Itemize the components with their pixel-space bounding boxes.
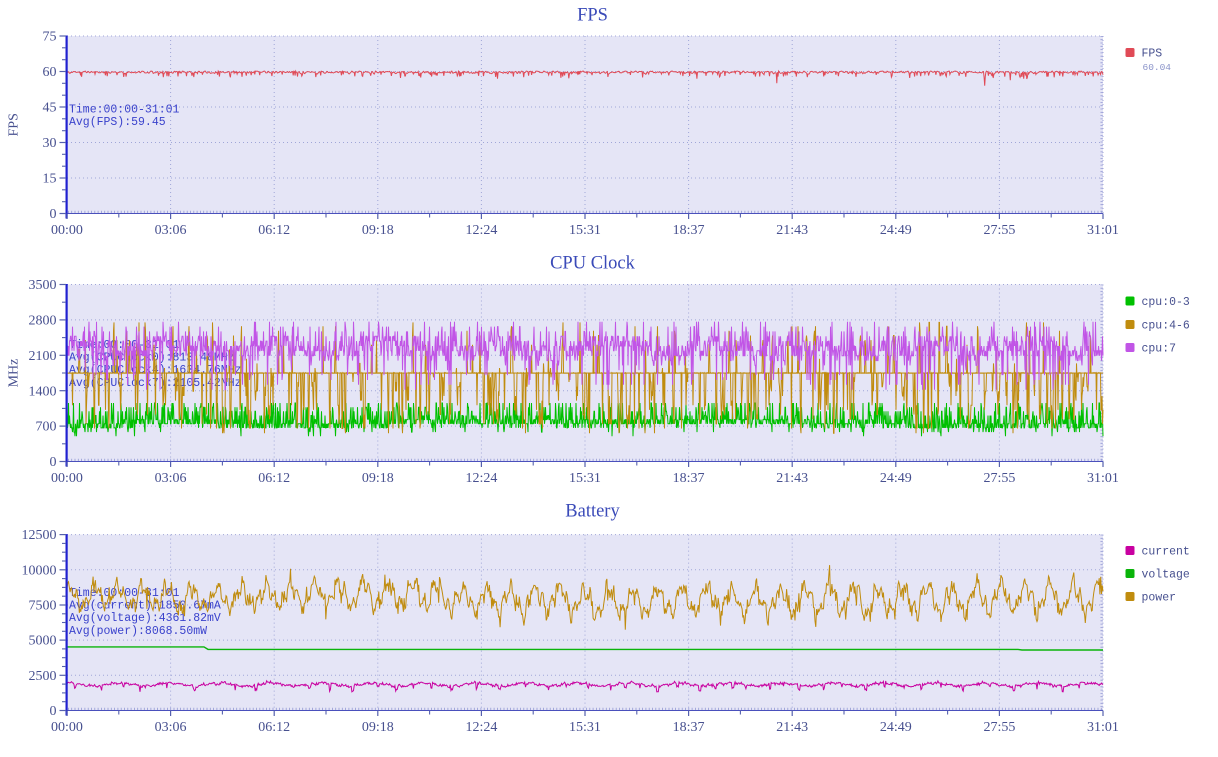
svg-text:12:24: 12:24 bbox=[465, 223, 497, 238]
svg-text:21:43: 21:43 bbox=[776, 720, 808, 735]
svg-text:15:31: 15:31 bbox=[569, 471, 601, 486]
svg-text:cpu:0-3: cpu:0-3 bbox=[1142, 296, 1190, 309]
svg-text:09:18: 09:18 bbox=[362, 471, 394, 486]
svg-text:7500: 7500 bbox=[29, 599, 57, 614]
svg-text:60.04: 60.04 bbox=[1143, 62, 1172, 73]
svg-text:18:37: 18:37 bbox=[673, 471, 705, 486]
svg-text:current: current bbox=[1142, 546, 1190, 559]
svg-text:power: power bbox=[1142, 592, 1177, 605]
svg-text:Avg(voltage):4361.82mV: Avg(voltage):4361.82mV bbox=[69, 612, 221, 625]
svg-text:00:00: 00:00 bbox=[51, 223, 83, 238]
svg-text:15:31: 15:31 bbox=[569, 720, 601, 735]
svg-text:24:49: 24:49 bbox=[880, 223, 912, 238]
svg-text:03:06: 03:06 bbox=[155, 720, 187, 735]
svg-text:CPU Clock: CPU Clock bbox=[550, 253, 636, 273]
svg-text:Avg(power):8068.50mW: Avg(power):8068.50mW bbox=[69, 625, 207, 638]
svg-text:0: 0 bbox=[50, 455, 57, 470]
svg-text:60: 60 bbox=[43, 65, 57, 80]
svg-text:cpu:7: cpu:7 bbox=[1142, 343, 1177, 356]
svg-text:06:12: 06:12 bbox=[258, 720, 290, 735]
svg-text:09:18: 09:18 bbox=[362, 223, 394, 238]
svg-text:Battery: Battery bbox=[565, 501, 620, 521]
svg-text:15: 15 bbox=[43, 172, 57, 187]
svg-text:31:01: 31:01 bbox=[1087, 720, 1119, 735]
svg-text:06:12: 06:12 bbox=[258, 471, 290, 486]
svg-text:3500: 3500 bbox=[29, 278, 57, 293]
svg-text:30: 30 bbox=[43, 136, 57, 151]
svg-text:FPS: FPS bbox=[1142, 48, 1163, 61]
svg-text:27:55: 27:55 bbox=[983, 223, 1015, 238]
svg-text:cpu:4-6: cpu:4-6 bbox=[1142, 320, 1190, 333]
svg-text:03:06: 03:06 bbox=[155, 471, 187, 486]
svg-text:2100: 2100 bbox=[29, 349, 57, 364]
svg-text:5000: 5000 bbox=[29, 634, 57, 649]
svg-text:15:31: 15:31 bbox=[569, 223, 601, 238]
svg-text:27:55: 27:55 bbox=[983, 471, 1015, 486]
svg-text:MHz: MHz bbox=[7, 359, 22, 388]
svg-text:00:00: 00:00 bbox=[51, 471, 83, 486]
svg-text:2500: 2500 bbox=[29, 669, 57, 684]
svg-text:45: 45 bbox=[43, 101, 57, 116]
svg-text:03:06: 03:06 bbox=[155, 223, 187, 238]
svg-text:0: 0 bbox=[50, 207, 57, 222]
svg-text:24:49: 24:49 bbox=[880, 471, 912, 486]
svg-text:0: 0 bbox=[50, 704, 57, 719]
svg-text:12:24: 12:24 bbox=[465, 720, 497, 735]
svg-text:2800: 2800 bbox=[29, 314, 57, 329]
svg-text:FPS: FPS bbox=[577, 5, 608, 25]
svg-text:10000: 10000 bbox=[22, 563, 57, 578]
svg-text:21:43: 21:43 bbox=[776, 471, 808, 486]
svg-text:27:55: 27:55 bbox=[983, 720, 1015, 735]
svg-text:12:24: 12:24 bbox=[465, 471, 497, 486]
svg-text:12500: 12500 bbox=[22, 528, 57, 543]
svg-text:06:12: 06:12 bbox=[258, 223, 290, 238]
svg-text:18:37: 18:37 bbox=[673, 720, 705, 735]
svg-text:Time:00:00-31:01: Time:00:00-31:01 bbox=[69, 103, 180, 116]
svg-text:voltage: voltage bbox=[1142, 569, 1190, 582]
svg-text:31:01: 31:01 bbox=[1087, 471, 1119, 486]
svg-text:24:49: 24:49 bbox=[880, 720, 912, 735]
svg-text:1400: 1400 bbox=[29, 384, 57, 399]
svg-text:31:01: 31:01 bbox=[1087, 223, 1119, 238]
svg-text:18:37: 18:37 bbox=[673, 223, 705, 238]
svg-text:09:18: 09:18 bbox=[362, 720, 394, 735]
svg-text:00:00: 00:00 bbox=[51, 720, 83, 735]
svg-text:21:43: 21:43 bbox=[776, 223, 808, 238]
svg-text:FPS: FPS bbox=[7, 113, 22, 136]
svg-text:700: 700 bbox=[36, 420, 57, 435]
svg-text:Avg(FPS):59.45: Avg(FPS):59.45 bbox=[69, 116, 166, 129]
svg-text:75: 75 bbox=[43, 30, 57, 45]
